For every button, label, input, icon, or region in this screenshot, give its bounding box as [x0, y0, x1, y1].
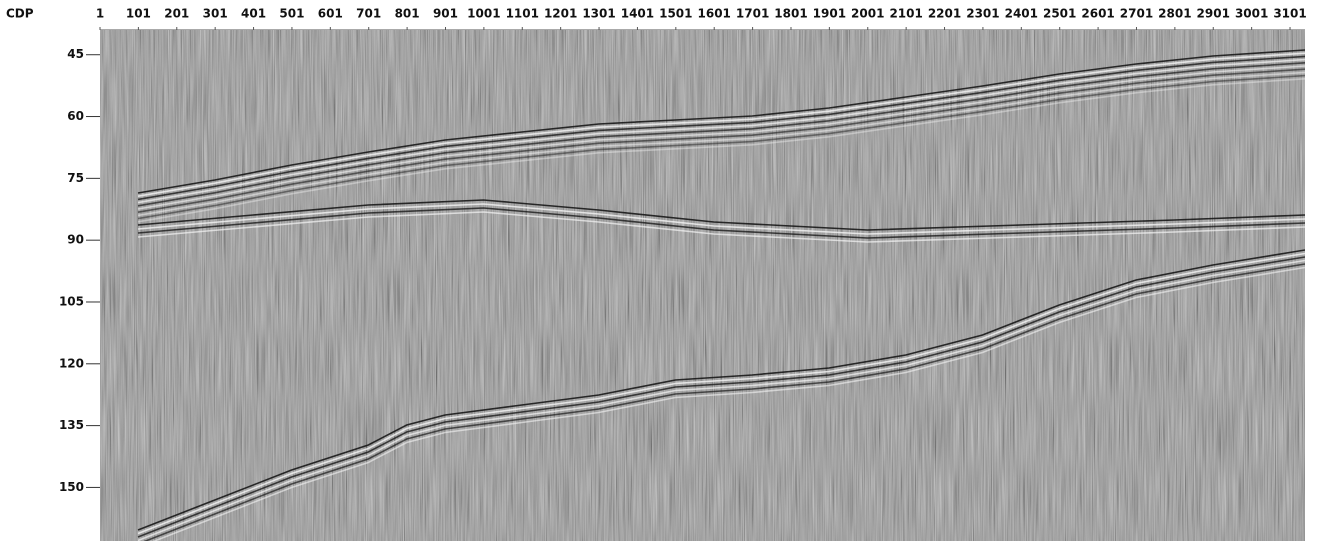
x-tick-label: 801	[395, 7, 420, 21]
x-tick-label: 1	[96, 7, 104, 21]
x-tick-label: 2701	[1120, 7, 1153, 21]
image-texture	[100, 30, 1305, 541]
x-tick-label: 1501	[659, 7, 692, 21]
y-tick-label: 150	[59, 480, 84, 494]
x-tick-label: 1301	[582, 7, 615, 21]
x-tick-label: 2801	[1158, 7, 1191, 21]
y-tick-label: 135	[59, 418, 84, 432]
x-tick-label: 3001	[1235, 7, 1268, 21]
x-tick-label: 2901	[1197, 7, 1230, 21]
x-tick-label: 1901	[813, 7, 846, 21]
x-tick-label: 301	[203, 7, 228, 21]
x-tick-label: 901	[433, 7, 458, 21]
x-tick-label: 2201	[928, 7, 961, 21]
x-tick-label: 2501	[1043, 7, 1076, 21]
x-tick-label: 601	[318, 7, 343, 21]
x-tick-label: 501	[279, 7, 304, 21]
x-tick-label: 401	[241, 7, 266, 21]
x-tick-label: 2401	[1005, 7, 1038, 21]
y-tick-label: 105	[59, 294, 84, 308]
x-axis-title: CDP	[6, 7, 34, 21]
x-tick-label: 2001	[851, 7, 884, 21]
x-tick-label: 2301	[966, 7, 999, 21]
chart: CDP 110120130140150160170180190110011101…	[0, 0, 1319, 541]
x-tick-label: 1401	[621, 7, 654, 21]
x-tick-label: 701	[356, 7, 381, 21]
x-tick-label: 2101	[889, 7, 922, 21]
x-tick-label: 1001	[467, 7, 500, 21]
x-tick-label: 1101	[506, 7, 539, 21]
y-tick-label: 60	[67, 109, 84, 123]
y-tick-label: 75	[67, 171, 84, 185]
y-tick-label: 90	[67, 233, 84, 247]
x-tick-label: 1601	[698, 7, 731, 21]
x-tick-label: 101	[126, 7, 151, 21]
x-tick-label: 1201	[544, 7, 577, 21]
x-tick-label: 1701	[736, 7, 769, 21]
y-tick-label: 120	[59, 356, 84, 370]
x-tick-label: 3101	[1273, 7, 1306, 21]
x-tick-label: 2601	[1081, 7, 1114, 21]
x-tick-label: 1801	[774, 7, 807, 21]
seismic-image	[100, 30, 1305, 541]
y-tick-label: 45	[67, 47, 84, 61]
x-tick-label: 201	[164, 7, 189, 21]
